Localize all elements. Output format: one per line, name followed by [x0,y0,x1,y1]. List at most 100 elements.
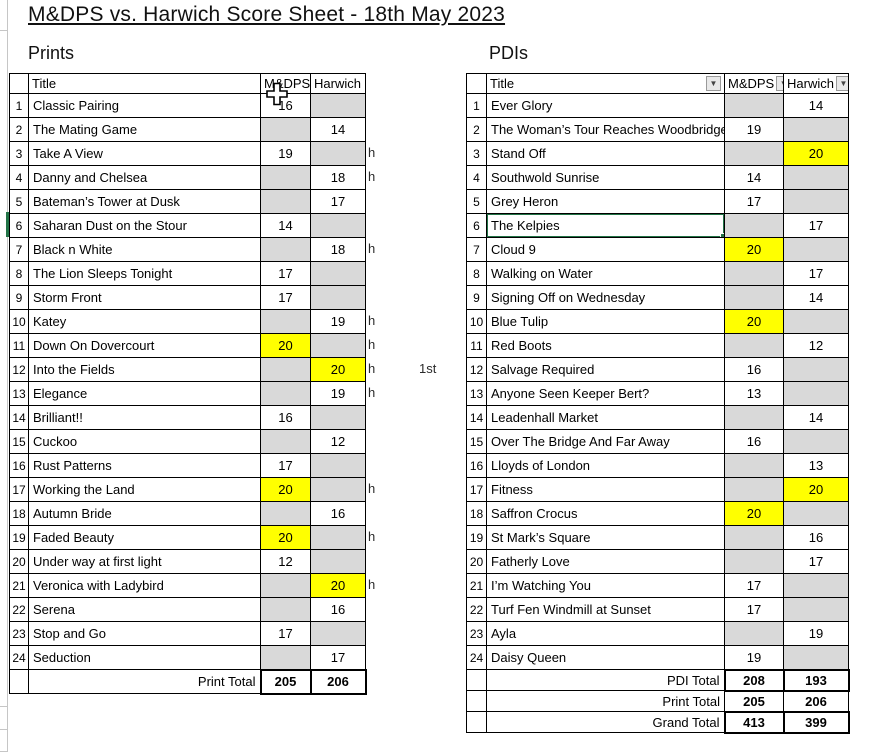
filter-dropdown-button[interactable]: ▼ [835,76,848,91]
row-number-cell[interactable]: 6 [9,213,29,238]
score-cell-mdps[interactable] [260,165,311,190]
title-cell[interactable]: Lloyds of London [486,453,725,478]
first-place-note[interactable]: 1st [419,361,437,376]
title-cell[interactable]: The Kelpies [486,213,725,238]
score-cell-mdps[interactable] [260,573,311,598]
score-cell-mdps[interactable]: 20 [724,237,784,262]
row-number-cell[interactable]: 2 [9,117,29,142]
row-number-cell[interactable]: 3 [466,141,487,166]
row-number-cell[interactable]: 4 [9,165,29,190]
score-cell-mdps[interactable]: 17 [724,189,784,214]
row-number-cell[interactable]: 19 [466,525,487,550]
score-cell-harwich[interactable]: 18 [310,165,366,190]
title-cell[interactable]: Brilliant!! [28,405,261,430]
title-cell[interactable]: Southwold Sunrise [486,165,725,190]
title-cell[interactable]: Down On Dovercourt [28,333,261,358]
row-number-cell[interactable]: 8 [466,261,487,286]
score-cell-mdps[interactable] [260,189,311,214]
score-cell-mdps[interactable]: 17 [260,621,311,646]
title-cell[interactable]: Cloud 9 [486,237,725,262]
title-cell[interactable]: Danny and Chelsea [28,165,261,190]
score-cell-harwich[interactable]: 14 [783,405,849,430]
title-cell[interactable]: Storm Front [28,285,261,310]
score-cell-mdps[interactable]: 20 [724,309,784,334]
title-cell[interactable]: Fitness [486,477,725,502]
title-cell[interactable]: Turf Fen Windmill at Sunset [486,597,725,622]
score-cell-harwich[interactable] [783,429,849,454]
filter-dropdown-button[interactable]: ▼ [706,76,721,91]
score-cell-harwich[interactable] [310,285,366,310]
score-cell-harwich[interactable]: 20 [310,573,366,598]
title-cell[interactable]: St Mark’s Square [486,525,725,550]
host-mark[interactable]: h [368,241,376,256]
score-cell-mdps[interactable] [260,237,311,262]
score-cell-harwich[interactable]: 19 [783,621,849,646]
score-cell-harwich[interactable] [783,573,849,598]
score-cell-harwich[interactable] [310,453,366,478]
row-number-cell[interactable]: 12 [466,357,487,382]
title-cell[interactable]: Bateman’s Tower at Dusk [28,189,261,214]
row-number-cell[interactable]: 22 [466,597,487,622]
row-number-cell[interactable]: 21 [466,573,487,598]
score-cell-harwich[interactable]: 17 [783,213,849,238]
score-cell-harwich[interactable]: 20 [783,141,849,166]
score-cell-harwich[interactable]: 20 [783,477,849,502]
score-cell-harwich[interactable]: 16 [310,501,366,526]
total-label-cell[interactable]: PDI Total [486,669,725,691]
row-number-cell[interactable]: 7 [466,237,487,262]
title-cell[interactable]: Elegance [28,381,261,406]
host-mark[interactable]: h [368,313,376,328]
row-number-cell[interactable]: 22 [9,597,29,622]
title-cell[interactable]: Anyone Seen Keeper Bert? [486,381,725,406]
score-cell-mdps[interactable]: 20 [260,525,311,550]
title-cell[interactable]: Take A View [28,141,261,166]
score-cell-mdps[interactable]: 16 [724,429,784,454]
title-cell[interactable]: Red Boots [486,333,725,358]
score-cell-mdps[interactable] [260,117,311,142]
score-cell-mdps[interactable] [724,477,784,502]
total-label-cell[interactable]: Grand Total [486,711,725,733]
total-value-harwich[interactable]: 399 [782,710,850,734]
score-cell-harwich[interactable]: 16 [783,525,849,550]
score-cell-mdps[interactable]: 20 [724,501,784,526]
title-cell[interactable]: Saharan Dust on the Stour [28,213,261,238]
title-cell[interactable]: Classic Pairing [28,93,261,118]
score-cell-harwich[interactable] [310,477,366,502]
score-cell-harwich[interactable] [783,309,849,334]
score-cell-harwich[interactable] [310,213,366,238]
filter-dropdown-button[interactable]: ▼ [776,76,783,91]
score-cell-mdps[interactable] [724,549,784,574]
column-header-harwich[interactable]: Harwich [310,73,366,94]
score-cell-mdps[interactable] [724,93,784,118]
score-cell-harwich[interactable] [310,261,366,286]
title-cell[interactable]: Daisy Queen [486,645,725,670]
score-cell-harwich[interactable] [310,93,366,118]
row-number-cell[interactable]: 5 [9,189,29,214]
row-number-cell[interactable] [466,690,487,712]
score-cell-mdps[interactable]: 14 [260,213,311,238]
score-cell-mdps[interactable]: 17 [260,453,311,478]
row-number-cell[interactable]: 9 [466,285,487,310]
score-cell-mdps[interactable] [260,501,311,526]
row-number-cell[interactable]: 24 [466,645,487,670]
row-number-cell[interactable]: 16 [9,453,29,478]
row-number-cell[interactable]: 12 [9,357,29,382]
score-cell-mdps[interactable] [260,309,311,334]
title-cell[interactable]: The Mating Game [28,117,261,142]
score-cell-mdps[interactable] [260,429,311,454]
score-cell-mdps[interactable]: 19 [724,645,784,670]
score-cell-harwich[interactable]: 19 [310,381,366,406]
score-cell-mdps[interactable] [724,141,784,166]
title-cell[interactable]: The Lion Sleeps Tonight [28,261,261,286]
title-cell[interactable]: Faded Beauty [28,525,261,550]
score-cell-harwich[interactable] [310,549,366,574]
score-cell-harwich[interactable]: 17 [783,549,849,574]
title-cell[interactable]: Walking on Water [486,261,725,286]
row-number-cell[interactable]: 14 [9,405,29,430]
row-number-cell[interactable]: 13 [466,381,487,406]
score-cell-mdps[interactable]: 16 [724,357,784,382]
row-number-cell[interactable]: 19 [9,525,29,550]
score-cell-mdps[interactable] [724,285,784,310]
title-cell[interactable]: Stand Off [486,141,725,166]
score-cell-mdps[interactable]: 17 [724,597,784,622]
